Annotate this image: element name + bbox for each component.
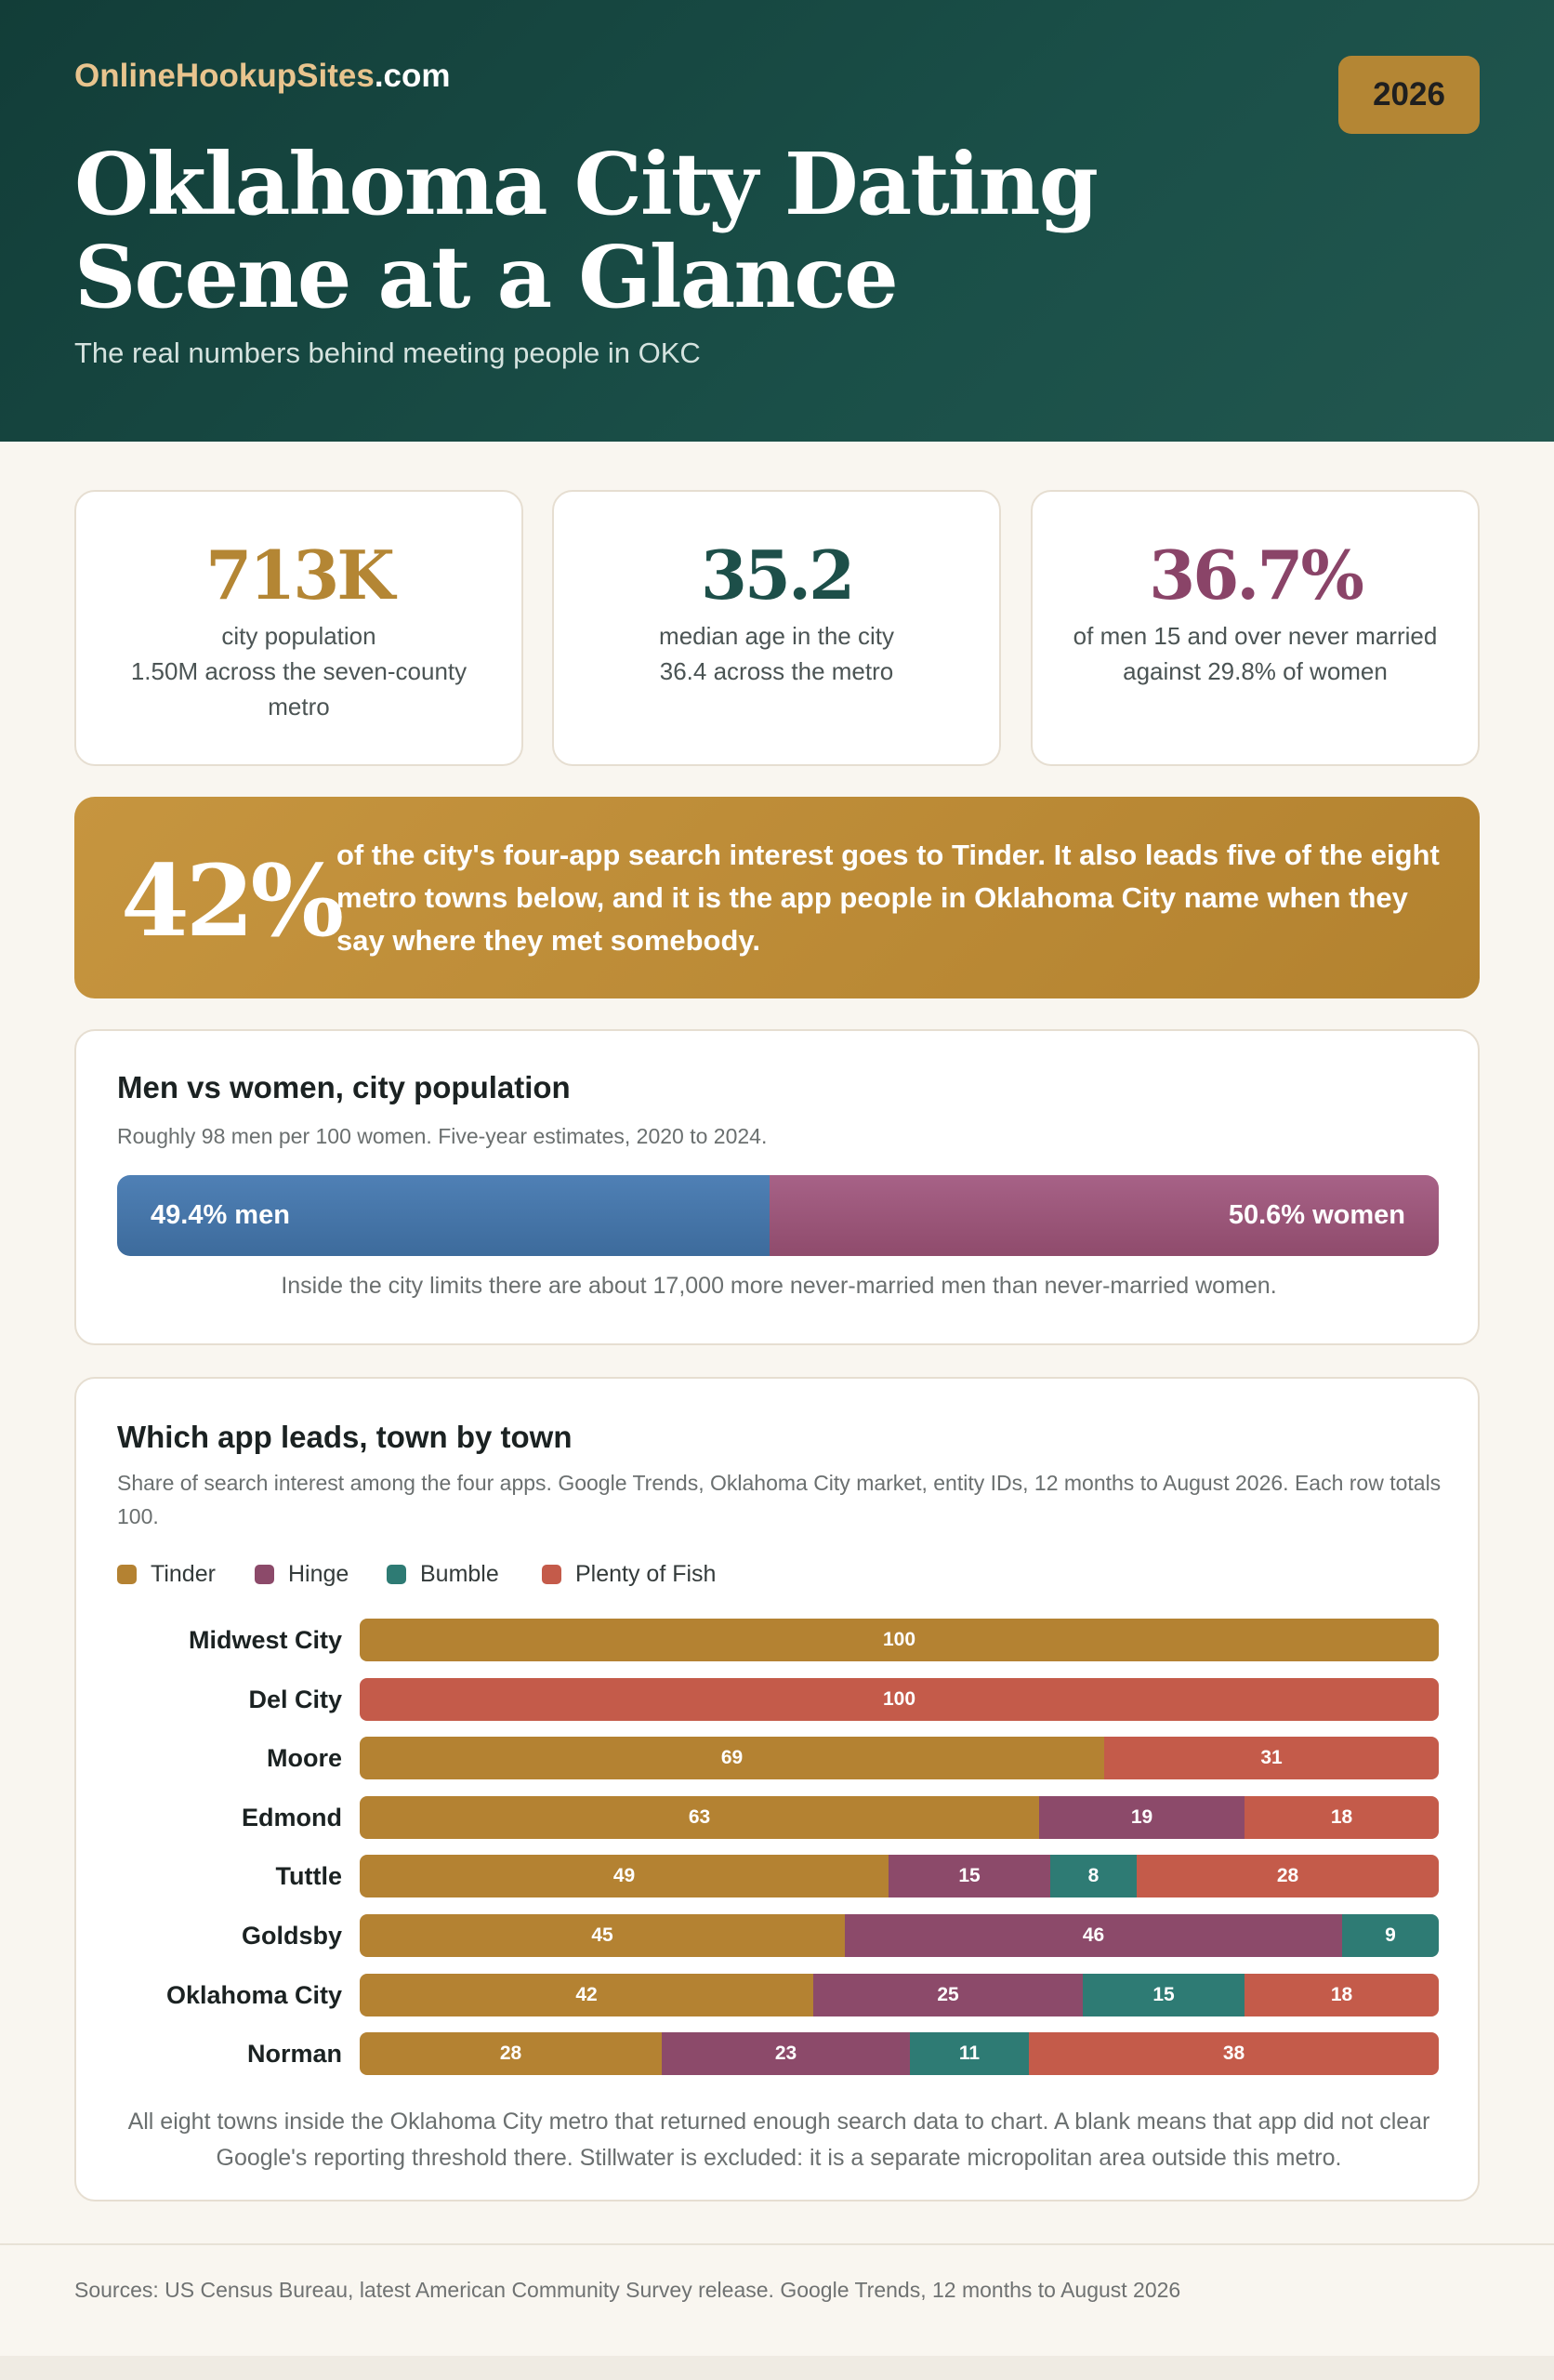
stat-sublabel: 1.50M across the seven-county metro: [130, 657, 468, 721]
gender-bar-men: 49.4% men: [117, 1175, 770, 1256]
stat-value: 35.2: [700, 536, 855, 615]
bar-segment-hinge: 19: [1039, 1796, 1245, 1839]
bar-row: 100: [360, 1678, 1439, 1721]
stat-label: median age in the city: [659, 622, 894, 650]
row-label: Tuttle: [275, 1862, 342, 1890]
bottom-strip: [0, 2356, 1554, 2380]
legend-swatch: [255, 1565, 274, 1584]
gender-footnote: Inside the city limits there are about 1…: [281, 1273, 1277, 1299]
bar-segment-hinge: 25: [813, 1974, 1083, 2016]
apps-card: Which app leads, town by town Share of s…: [74, 1377, 1480, 2202]
stat-sublabel: 36.4 across the metro: [659, 657, 894, 685]
page-title-line1: Oklahoma City Dating: [74, 134, 1099, 234]
sources-text: Sources: US Census Bureau, latest Americ…: [74, 2278, 1181, 2302]
bar-segment-bumble: 15: [1083, 1974, 1245, 2016]
legend-swatch: [387, 1565, 406, 1584]
row-label: Moore: [267, 1744, 342, 1772]
gender-bar-women: 50.6% women: [770, 1175, 1439, 1256]
row-label: Goldsby: [241, 1922, 342, 1950]
gender-title: Men vs women, city population: [117, 1070, 571, 1104]
bar-row: 28 23 11 38: [360, 2032, 1439, 2075]
stat-label: of men 15 and over never married: [1073, 622, 1438, 650]
year-badge: 2026: [1338, 56, 1480, 134]
stat-value: 713K: [205, 536, 395, 615]
tinder-callout: 42% of the city's four-app search intere…: [74, 797, 1480, 998]
footer-divider: [0, 2243, 1554, 2245]
legend-swatch: [542, 1565, 561, 1584]
bar-segment-plenty-of-fish: 31: [1104, 1737, 1439, 1779]
row-label: Norman: [246, 2040, 342, 2068]
bar-row: 100: [360, 1619, 1439, 1661]
brand-name: OnlineHookupSites: [74, 58, 375, 94]
legend-swatch: [117, 1565, 137, 1584]
brand-domain: .com: [374, 58, 451, 94]
bar-segment-hinge: 15: [889, 1855, 1050, 1897]
bar-segment-plenty-of-fish: 28: [1137, 1855, 1439, 1897]
apps-title: Which app leads, town by town: [117, 1420, 573, 1454]
bar-row: 45 46 9: [360, 1914, 1439, 1957]
bar-segment-hinge: 23: [662, 2032, 910, 2075]
bar-row: 63 19 18: [360, 1796, 1439, 1839]
apps-note: Share of search interest among the four …: [117, 1471, 1442, 1528]
bar-segment-tinder: 42: [360, 1974, 813, 2016]
bar-segment-plenty-of-fish: 18: [1245, 1974, 1439, 2016]
bar-segment-tinder: 63: [360, 1796, 1039, 1839]
brand-logo[interactable]: OnlineHookupSites.com: [74, 58, 451, 95]
stat-value: 36.7%: [1149, 536, 1364, 615]
stat-sublabel: against 29.8% of women: [1123, 657, 1388, 685]
bar-segment-bumble: 9: [1342, 1914, 1439, 1957]
row-label: Midwest City: [188, 1626, 342, 1654]
callout-value: 42%: [121, 842, 344, 959]
header-banner: OnlineHookupSites.com 2026 Oklahoma City…: [0, 0, 1554, 442]
row-label: Edmond: [242, 1804, 342, 1831]
bar-segment-plenty-of-fish: 38: [1029, 2032, 1439, 2075]
bar-row: 69 31: [360, 1737, 1439, 1779]
bar-segment-tinder: 69: [360, 1737, 1104, 1779]
page-title: Oklahoma City Dating Scene at a Glance: [74, 138, 1190, 324]
stat-card-median-age: 35.2 median age in the city 36.4 across …: [552, 490, 1001, 766]
page-subtitle: The real numbers behind meeting people i…: [74, 337, 701, 369]
apps-footnote: All eight towns inside the Oklahoma City…: [127, 2109, 1430, 2171]
bar-segment-tinder: 49: [360, 1855, 889, 1897]
bar-segment-hinge: 46: [845, 1914, 1342, 1957]
bar-segment-tinder: 45: [360, 1914, 845, 1957]
bar-segment-plenty-of-fish: 100: [360, 1678, 1439, 1721]
gender-note: Roughly 98 men per 100 women. Five-year …: [117, 1124, 768, 1148]
stat-card-population: 713K city population 1.50M across the se…: [74, 490, 523, 766]
bar-segment-bumble: 8: [1050, 1855, 1137, 1897]
bar-segment-tinder: 100: [360, 1619, 1439, 1661]
bar-segment-plenty-of-fish: 18: [1245, 1796, 1439, 1839]
bar-row: 49 15 8 28: [360, 1855, 1439, 1897]
gender-bar: 49.4% men 50.6% women: [117, 1175, 1439, 1256]
legend-label: Tinder: [151, 1561, 216, 1587]
legend-label: Plenty of Fish: [575, 1561, 717, 1587]
legend-label: Bumble: [420, 1561, 499, 1587]
gender-card: Men vs women, city population Roughly 98…: [74, 1029, 1480, 1345]
stat-card-never-married: 36.7% of men 15 and over never married a…: [1031, 490, 1480, 766]
row-label: Oklahoma City: [165, 1981, 342, 2009]
bar-segment-tinder: 28: [360, 2032, 662, 2075]
page-title-line2: Scene at a Glance: [74, 227, 899, 327]
bar-row: 42 25 15 18: [360, 1974, 1439, 2016]
callout-text: of the city's four-app search interest g…: [336, 839, 1440, 957]
stat-label: city population: [221, 622, 376, 650]
legend-label: Hinge: [288, 1561, 349, 1587]
row-label: Del City: [248, 1686, 342, 1713]
bar-segment-bumble: 11: [910, 2032, 1029, 2075]
